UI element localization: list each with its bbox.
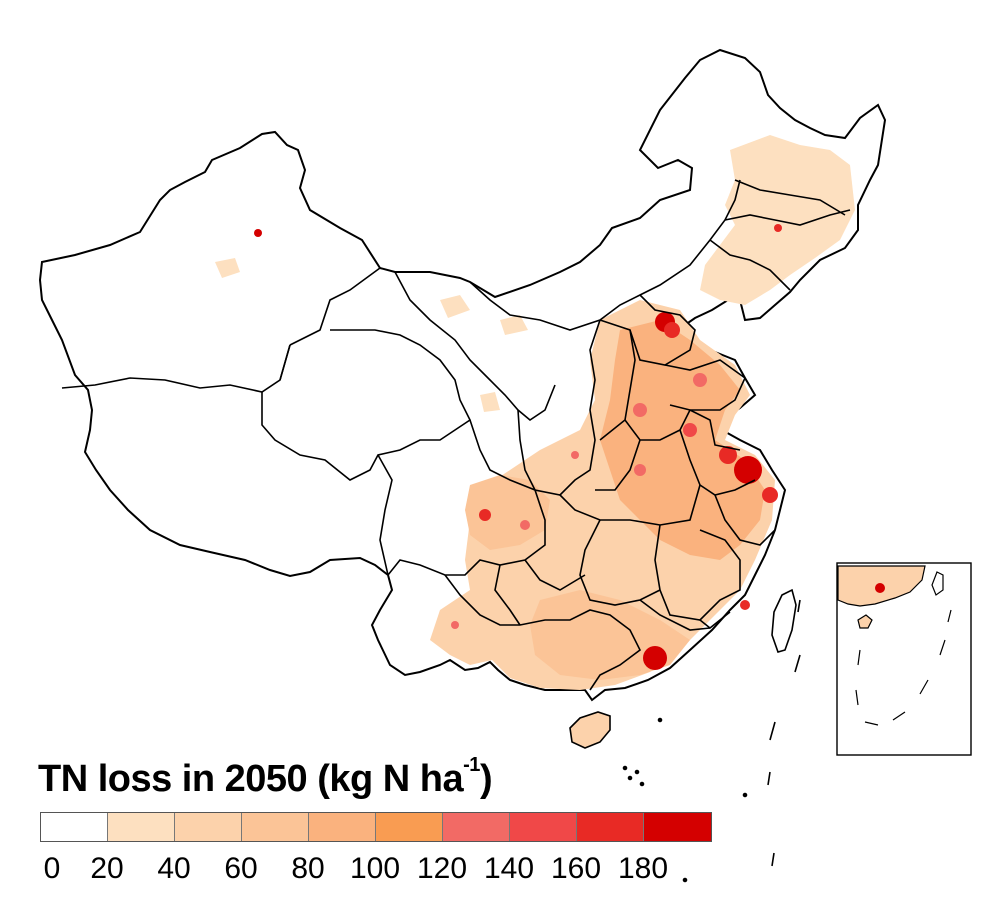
legend-title: TN loss in 2050 (kg N ha-1): [38, 754, 493, 801]
legend-tick-120: 120: [416, 852, 468, 885]
legend-title-close: ): [479, 758, 493, 800]
legend-tick-40: 40: [157, 852, 191, 885]
boundary-zhejiang: [714, 494, 776, 546]
hotspot-fujian: [740, 600, 750, 610]
boundary-shandong: [664, 359, 746, 411]
boundary-xinjiang-east: [289, 267, 381, 346]
hotspot-harbin: [774, 224, 782, 232]
hotspot-chongqing: [520, 520, 530, 530]
dot-6: [742, 792, 748, 798]
legend-tick-60: 60: [224, 852, 258, 885]
inset-dashes: [855, 609, 952, 726]
hotspot-zhejiang: [762, 487, 778, 503]
legend-tick-0: 0: [43, 852, 61, 885]
hotspot-yunnan: [451, 621, 459, 629]
dash-2: [794, 654, 801, 673]
legend-swatch-0: [41, 813, 108, 841]
hotspot-hubei: [634, 464, 646, 476]
boundary-inner-mongolia: [469, 179, 741, 331]
legend-tick-140: 140: [483, 852, 535, 885]
legend-title-main: TN loss in 2050 (kg N ha: [38, 758, 464, 800]
hotspot-guangzhou: [643, 646, 667, 670]
hainan-island: [569, 711, 611, 749]
legend-swatch-5: [376, 813, 443, 841]
islands-and-dashes: [622, 599, 801, 883]
boundary-jiangsu-anhui: [679, 409, 756, 496]
inset-hainan: [857, 614, 873, 629]
dot-3: [634, 769, 640, 775]
boundary-tibet-sichuan: [377, 454, 393, 576]
dot-1: [622, 765, 628, 771]
taiwan-island: [771, 588, 797, 653]
boundary-ningxia-shaanxi: [517, 319, 601, 496]
legend-swatch-3: [242, 813, 309, 841]
hotspot-urumqi: [254, 229, 262, 237]
hotspot-shaanxi: [571, 451, 579, 459]
legend-tick-160: 160: [550, 852, 602, 885]
dash-4: [767, 771, 771, 786]
boundary-henan: [595, 409, 691, 491]
dot-7: [682, 877, 688, 883]
legend-swatch-8: [577, 813, 644, 841]
legend-swatch-2: [175, 813, 242, 841]
inset-hotspot: [875, 583, 885, 593]
hotspot-shandong: [693, 373, 707, 387]
boundary-yunnan-guangxi: [444, 574, 642, 691]
boundary-jiangxi: [654, 524, 741, 621]
boundary-hubei: [559, 484, 701, 526]
boundary-liaoning: [709, 209, 851, 291]
dot-2: [627, 775, 633, 781]
boundary-jilin: [734, 179, 846, 216]
legend-swatch-6: [443, 813, 510, 841]
legend-tick-labels: 0 20 40 60 80 100 120 140 160 180: [0, 852, 992, 892]
boundary-xinjiang-tibet: [61, 344, 291, 393]
legend-color-bar: [40, 812, 712, 842]
inset-map: [836, 562, 972, 756]
legend-title-sup: -1: [463, 754, 480, 777]
hotspot-beijing-ring: [664, 322, 680, 338]
boundary-shanxi: [599, 319, 636, 441]
legend-tick-20: 20: [90, 852, 124, 885]
shade-sichuan: [465, 475, 550, 550]
province-boundaries: [61, 179, 851, 691]
legend-tick-180: 180: [617, 852, 669, 885]
inset-taiwan: [931, 571, 944, 596]
boundary-guangdong-fujian: [639, 599, 731, 631]
legend-swatch-4: [309, 813, 376, 841]
boundary-qinghai: [261, 329, 472, 481]
boundary-hebei: [629, 294, 696, 366]
dash-1: [797, 599, 801, 613]
legend-tick-80: 80: [291, 852, 325, 885]
dot-5: [657, 717, 663, 723]
hotspot-anhui: [683, 423, 697, 437]
tn-loss-shading: [215, 135, 855, 690]
boundary-guizhou: [494, 559, 586, 626]
legend-swatch-7: [510, 813, 577, 841]
hotspot-henan: [633, 403, 647, 417]
hotspot-chengdu: [479, 509, 491, 521]
hotspot-jiangsu: [719, 446, 737, 464]
hotspot-shanghai: [734, 456, 762, 484]
legend-swatch-9: [644, 813, 711, 841]
dot-4: [639, 781, 645, 787]
legend-swatch-1: [108, 813, 175, 841]
legend-tick-100: 100: [349, 852, 401, 885]
dash-5: [771, 852, 775, 867]
dash-3: [769, 721, 776, 741]
boundary-gansu: [394, 271, 556, 421]
